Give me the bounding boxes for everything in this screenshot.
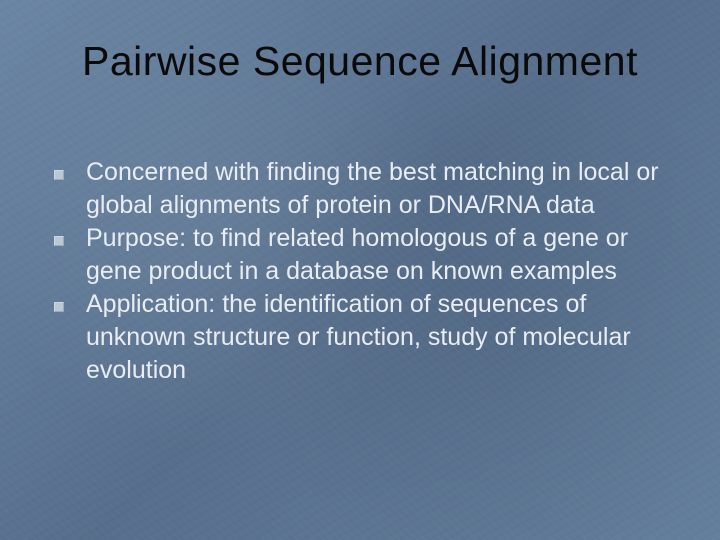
bullet-text: Concerned with finding the best matching…: [86, 156, 684, 222]
list-item: Application: the identification of seque…: [54, 288, 684, 387]
bullet-text: Purpose: to find related homologous of a…: [86, 222, 684, 288]
bullet-square-icon: [54, 170, 64, 180]
bullet-square-icon: [54, 236, 64, 246]
bullet-square-icon: [54, 302, 64, 312]
slide-body: Concerned with finding the best matching…: [54, 156, 684, 387]
slide: Pairwise Sequence Alignment Concerned wi…: [0, 0, 720, 540]
slide-title: Pairwise Sequence Alignment: [0, 38, 720, 85]
list-item: Purpose: to find related homologous of a…: [54, 222, 684, 288]
list-item: Concerned with finding the best matching…: [54, 156, 684, 222]
bullet-text: Application: the identification of seque…: [86, 288, 684, 387]
